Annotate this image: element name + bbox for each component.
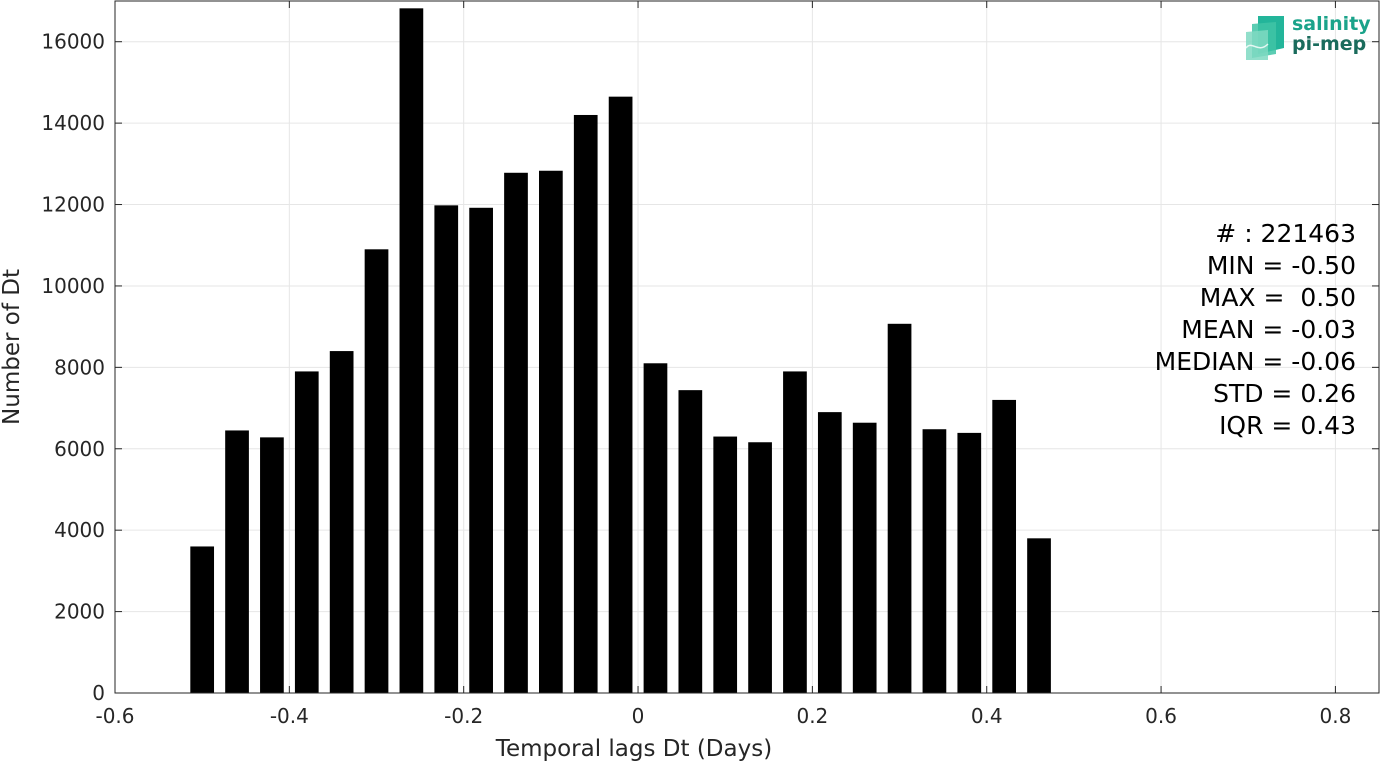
- x-axis-ticks: -0.6 -0.4 -0.2 0 0.2 0.4 0.6 0.8: [95, 1, 1351, 728]
- histogram-bar: [1027, 538, 1051, 693]
- histogram-bar: [608, 96, 633, 694]
- y-tick-label: 6000: [54, 437, 105, 461]
- stats-count: # : 221463: [1215, 219, 1356, 248]
- x-axis-label: Temporal lags Dt (Days): [495, 736, 772, 762]
- y-axis-ticks: 0 2000 4000 6000 8000 10000 12000 14000 16000: [41, 30, 1379, 705]
- stats-iqr: IQR = 0.43: [1219, 411, 1356, 440]
- y-tick-label: 10000: [41, 274, 105, 298]
- histogram-bar: [260, 437, 284, 693]
- x-tick-label: -0.6: [95, 704, 134, 728]
- histogram-bar: [294, 371, 319, 693]
- stats-median: MEDIAN = -0.06: [1154, 347, 1356, 376]
- histogram-bar: [504, 172, 528, 694]
- histogram-bar: [992, 399, 1017, 693]
- x-tick-label: 0.4: [971, 704, 1003, 728]
- x-tick-label: 0.6: [1145, 704, 1177, 728]
- stats-mean: MEAN = -0.03: [1181, 315, 1356, 344]
- histogram-bar: [329, 351, 354, 693]
- histogram-bar: [817, 412, 842, 693]
- stats-box: # : 221463 MIN = -0.50 MAX = 0.50 MEAN =…: [1155, 218, 1356, 442]
- grid: [114, 1, 1379, 694]
- logo-text: salinity pi-mep: [1292, 14, 1371, 54]
- histogram-bar: [922, 429, 947, 693]
- y-axis-label: Number of Dt: [0, 269, 25, 425]
- histogram-bar: [364, 249, 389, 693]
- stats-min: MIN = -0.50: [1206, 251, 1356, 280]
- histogram-bar: [643, 363, 668, 693]
- y-tick-label: 12000: [41, 193, 105, 217]
- y-tick-label: 8000: [54, 355, 105, 379]
- y-tick-label: 14000: [41, 111, 105, 135]
- histogram-bar: [713, 436, 738, 693]
- y-tick-label: 16000: [41, 30, 105, 54]
- bars: [190, 8, 1051, 694]
- histogram-bar: [225, 430, 249, 693]
- histogram-bar: [957, 432, 982, 693]
- x-tick-label: 0.8: [1320, 704, 1352, 728]
- x-tick-label: 0: [632, 704, 645, 728]
- histogram-bar: [573, 114, 598, 694]
- stats-std: STD = 0.26: [1213, 379, 1356, 408]
- histogram-bar: [469, 207, 493, 693]
- histogram-bar: [539, 170, 563, 693]
- histogram-bar: [783, 371, 807, 693]
- axes-box: [114, 0, 1380, 694]
- x-tick-label: -0.2: [444, 704, 483, 728]
- wave-logo-icon: [1245, 16, 1284, 60]
- histogram-bar: [748, 442, 772, 693]
- histogram-bar: [399, 8, 424, 693]
- histogram-bar: [190, 546, 215, 693]
- y-tick-label: 0: [92, 681, 105, 705]
- logo-line-1: salinity: [1292, 13, 1371, 35]
- salinity-pimep-logo: salinity pi-mep: [1244, 14, 1372, 62]
- x-tick-label: -0.4: [270, 704, 309, 728]
- y-tick-label: 4000: [54, 518, 105, 542]
- y-tick-label: 2000: [54, 600, 105, 624]
- histogram-bar: [678, 390, 703, 693]
- x-tick-label: 0.2: [796, 704, 828, 728]
- histogram-bar: [434, 205, 459, 693]
- histogram-bar: [852, 422, 877, 693]
- histogram-bar: [887, 323, 912, 693]
- logo-line-2: pi-mep: [1292, 33, 1367, 55]
- stats-max: MAX = 0.50: [1199, 283, 1356, 312]
